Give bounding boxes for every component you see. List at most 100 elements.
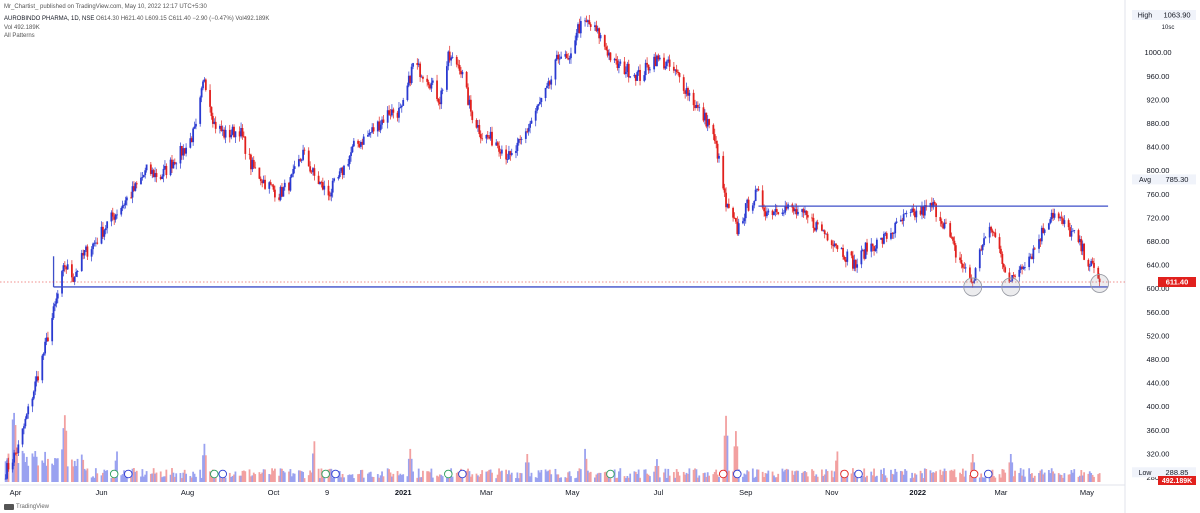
volume-bar xyxy=(72,466,75,482)
volume-bar xyxy=(912,477,915,482)
candle-body xyxy=(506,159,509,160)
candle-body xyxy=(106,221,109,229)
volume-bar xyxy=(13,412,15,482)
volume-bar xyxy=(1012,476,1015,482)
candle-body xyxy=(34,381,37,392)
volume-bar xyxy=(574,478,577,482)
candle-body xyxy=(182,148,185,156)
event-marker-icon[interactable] xyxy=(109,469,119,479)
indicator-legend[interactable]: All Patterns xyxy=(4,33,35,39)
volume-bar xyxy=(24,461,27,482)
candle-body xyxy=(422,76,424,79)
volume-bar xyxy=(34,451,37,482)
volume-bar xyxy=(161,477,164,482)
candle-body xyxy=(526,131,529,133)
event-marker-icon[interactable] xyxy=(210,469,219,479)
volume-bar xyxy=(169,474,172,482)
candle-body xyxy=(633,74,636,77)
volume-bar xyxy=(382,476,385,482)
candle-body xyxy=(213,121,216,124)
candle-body xyxy=(825,233,828,235)
volume-bar xyxy=(1011,462,1014,482)
candle-body xyxy=(297,159,300,167)
event-marker-icon[interactable] xyxy=(218,469,227,479)
candle-body xyxy=(905,212,908,214)
volume-bar xyxy=(376,474,379,482)
candle-body xyxy=(62,265,65,272)
candle-body xyxy=(578,24,581,34)
event-marker-icon[interactable] xyxy=(984,469,993,479)
volume-bar xyxy=(1088,471,1091,482)
candle-body xyxy=(82,253,85,256)
candle-body xyxy=(31,398,34,407)
candle-body xyxy=(340,167,343,172)
candle-body xyxy=(289,177,292,191)
pattern-circle[interactable] xyxy=(1090,274,1110,293)
volume-bar xyxy=(340,477,343,482)
volume-bar xyxy=(603,472,606,482)
event-marker-icon[interactable] xyxy=(606,469,615,479)
event-marker-icon[interactable] xyxy=(840,469,849,479)
volume-bar xyxy=(842,474,844,482)
event-marker-icon[interactable] xyxy=(969,469,979,479)
symbol-name[interactable]: AUROBINDO PHARMA, 1D, NSE xyxy=(4,16,95,22)
volume-bar xyxy=(1060,474,1063,482)
candle-body xyxy=(323,185,326,190)
volume-bar xyxy=(616,477,619,482)
candle-body xyxy=(457,64,460,66)
candle-body xyxy=(1001,254,1004,265)
candle-body xyxy=(550,79,553,85)
volume-legend: Vol 492.189K xyxy=(4,25,40,31)
candle-body xyxy=(647,64,650,71)
volume-bar xyxy=(1081,475,1084,482)
volume-bar xyxy=(262,469,265,482)
candle-body xyxy=(288,182,290,191)
volume-bar xyxy=(1009,454,1012,482)
pattern-circle[interactable] xyxy=(1001,277,1021,297)
event-marker-icon[interactable] xyxy=(124,469,133,479)
volume-bar xyxy=(499,471,502,482)
event-marker-icon[interactable] xyxy=(321,469,330,479)
volume-bar xyxy=(54,458,56,482)
volume-bar xyxy=(715,469,718,482)
candle-body xyxy=(579,21,582,34)
candle-body xyxy=(52,306,55,319)
event-marker-icon[interactable] xyxy=(458,469,467,479)
candle-body xyxy=(259,178,262,182)
candle-body xyxy=(469,99,472,112)
candle-body xyxy=(992,232,995,234)
candle-body xyxy=(180,145,183,156)
volume-bar xyxy=(846,475,849,482)
event-marker-icon[interactable] xyxy=(444,469,453,479)
volume-bar xyxy=(21,450,24,482)
event-marker-icon[interactable] xyxy=(854,469,863,479)
event-marker-icon[interactable] xyxy=(718,469,728,479)
volume-bar xyxy=(633,471,636,482)
candle-body xyxy=(702,107,705,121)
candle-body xyxy=(1043,229,1046,233)
candle-body xyxy=(489,131,492,139)
candle-body xyxy=(486,135,489,137)
candle-body xyxy=(715,140,718,144)
volume-bar xyxy=(815,474,818,482)
candle-body xyxy=(547,81,550,86)
volume-bar xyxy=(626,475,629,482)
candle-body xyxy=(657,55,660,60)
candle-body xyxy=(491,131,493,146)
volume-bar xyxy=(55,458,58,482)
pattern-circle[interactable] xyxy=(963,277,983,297)
volume-bar xyxy=(885,477,888,482)
candle-body xyxy=(437,99,440,103)
candle-body xyxy=(732,207,734,218)
candle-body xyxy=(826,233,829,241)
candle-body xyxy=(603,35,606,47)
volume-bar xyxy=(692,469,695,482)
event-marker-icon[interactable] xyxy=(733,469,742,479)
candle-body xyxy=(895,221,898,223)
volume-bar xyxy=(422,470,424,482)
candle-body xyxy=(1081,243,1084,252)
volume-bar xyxy=(747,471,750,482)
candle-body xyxy=(14,452,17,454)
event-marker-icon[interactable] xyxy=(331,469,340,479)
